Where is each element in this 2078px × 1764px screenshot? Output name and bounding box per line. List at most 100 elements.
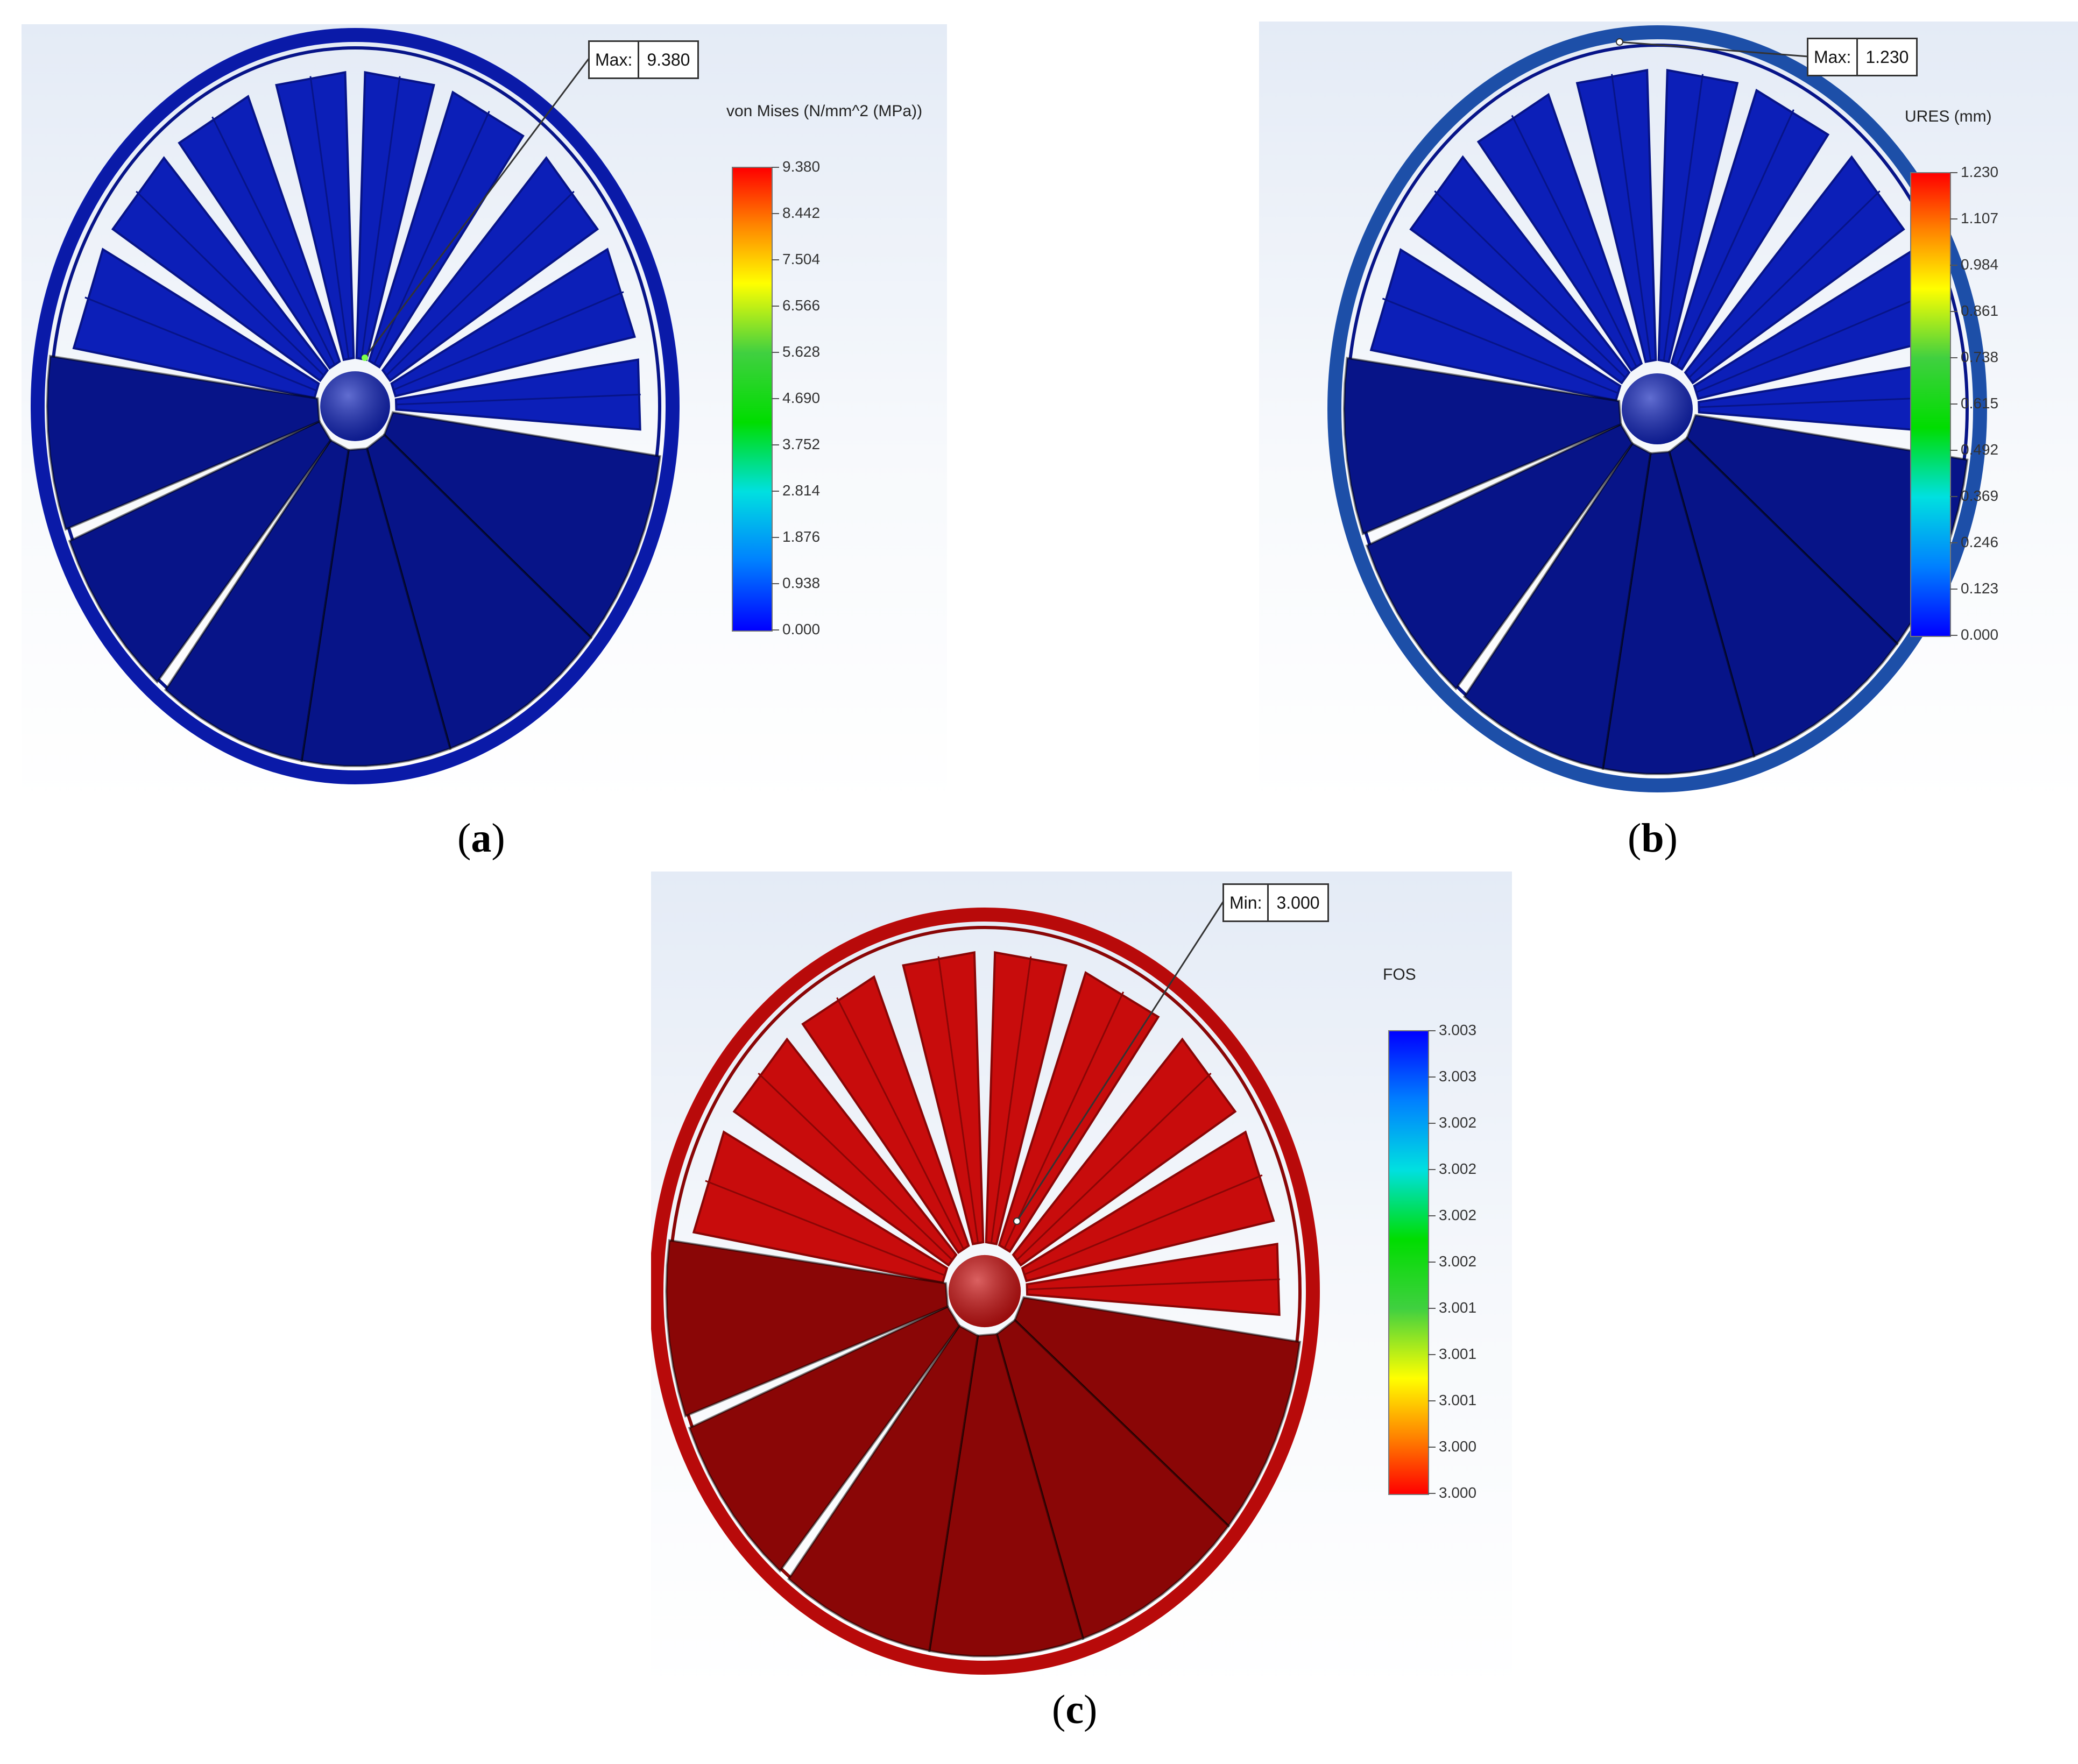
outer-rim xyxy=(1327,25,1987,792)
callout-key: Max: xyxy=(1808,39,1858,75)
legend-tick-mark xyxy=(772,167,779,168)
legend-tick-label: 0.000 xyxy=(782,621,821,637)
legend-tick-label: 1.876 xyxy=(782,528,821,545)
legend-title: von Mises (N/mm^2 (MPa)) xyxy=(726,102,923,120)
upper-blade xyxy=(985,951,1068,1245)
upper-blade xyxy=(998,970,1160,1253)
max-value-callout: Max: 1.230 xyxy=(1807,38,1918,76)
lower-blade xyxy=(164,438,350,762)
legend-tick-label: 6.566 xyxy=(782,297,821,314)
blade-crease xyxy=(1699,396,1948,408)
callout-key: Min: xyxy=(1224,885,1269,920)
legend-tick-mark xyxy=(1428,1354,1436,1355)
legend-tick-label: 3.002 xyxy=(1439,1114,1477,1131)
legend-tick-label: 0.738 xyxy=(1961,349,1999,365)
legend-tick-label: 1.107 xyxy=(1961,210,1999,226)
legend-tick-mark xyxy=(772,491,779,492)
legend-title: URES (mm) xyxy=(1905,108,1992,125)
callout-anchor-dot xyxy=(362,355,368,361)
legend-tick-mark xyxy=(772,629,779,630)
upper-blade xyxy=(1409,155,1631,385)
callout-anchor-dot xyxy=(1013,1217,1021,1225)
blade-crease xyxy=(1663,74,1704,361)
caption-a: (a) xyxy=(457,816,505,861)
legend-tick-mark xyxy=(1950,311,1957,312)
legend-tick-mark xyxy=(1950,542,1957,543)
wheel-model xyxy=(31,28,680,784)
blade-crease xyxy=(393,291,624,391)
blade-crease xyxy=(373,111,490,364)
upper-blade xyxy=(72,247,320,399)
upper-blade xyxy=(367,90,525,369)
viewport-background xyxy=(22,24,947,807)
legend-tick-mark xyxy=(1428,1493,1436,1494)
upper-blade xyxy=(394,358,641,431)
legend-tick-label: 9.380 xyxy=(782,158,821,175)
blade-crease xyxy=(1696,292,1931,393)
upper-blade xyxy=(1670,88,1830,371)
legend-title: FOS xyxy=(1383,966,1416,983)
callout-leader-line xyxy=(364,58,590,358)
upper-blade xyxy=(275,70,355,362)
blade-crease xyxy=(396,393,641,406)
wheel-model xyxy=(651,908,1320,1675)
outer-rim xyxy=(31,28,680,784)
legend-tick-label: 0.246 xyxy=(1961,534,1999,550)
legend-tick-mark xyxy=(1950,172,1957,173)
legend-tick-label: 8.442 xyxy=(782,204,821,221)
legend-tick-mark xyxy=(772,537,779,538)
legend-tick-label: 0.123 xyxy=(1961,580,1999,597)
upper-blade xyxy=(390,247,636,398)
legend-tick-label: 0.615 xyxy=(1961,395,1999,412)
legend-tick-mark xyxy=(772,352,779,353)
lower-blade xyxy=(1342,357,1622,535)
viewport-background xyxy=(651,872,1512,1695)
legend-tick-mark xyxy=(772,259,779,260)
legend-tick-label: 7.504 xyxy=(782,251,821,267)
callout-leader-line xyxy=(1016,901,1225,1222)
upper-blade xyxy=(732,1037,958,1267)
panel-b-displacement: Max: 1.230 URES (mm) 1.230 1.107 0.984 0.86… xyxy=(1232,0,2078,807)
legend-tick-label: 2.814 xyxy=(782,482,821,499)
blade-crease xyxy=(361,76,401,359)
legend-tick-label: 3.003 xyxy=(1439,1022,1477,1038)
upper-blade xyxy=(1575,68,1657,363)
upper-blade xyxy=(1657,68,1739,363)
legend-tick-mark xyxy=(1428,1262,1436,1263)
lower-blade xyxy=(787,1324,979,1653)
callout-anchor-dot xyxy=(1616,38,1623,46)
callout-value: 1.230 xyxy=(1865,47,1909,67)
legend-tick-mark xyxy=(1950,635,1957,636)
legend-tick-label: 0.861 xyxy=(1961,302,1999,319)
blade-crease xyxy=(836,997,964,1249)
upper-blade xyxy=(1012,1037,1237,1267)
hub-shading xyxy=(320,371,390,441)
lower-blade xyxy=(1365,423,1634,691)
wheel-model xyxy=(1327,25,1987,792)
blade-crease xyxy=(1511,115,1637,367)
upper-blade xyxy=(1026,1242,1281,1316)
upper-blade xyxy=(178,95,341,370)
legend-tick-label: 4.690 xyxy=(782,389,821,406)
legend-tick-mark xyxy=(772,306,779,307)
panel-c-factor-of-safety: Min: 3.000 FOS 3.003 3.003 3.002 3.002 3.002… xyxy=(651,872,1512,1695)
caption-c: (c) xyxy=(1052,1687,1098,1732)
blade-crease xyxy=(937,956,979,1243)
legend-tick-mark xyxy=(772,583,779,584)
legend-tick-label: 3.002 xyxy=(1439,1207,1477,1223)
upper-blade xyxy=(692,1130,949,1284)
blade-crease xyxy=(211,116,335,365)
panel-a-von-mises: Max: 9.380 von Mises (N/mm^2 (MPa)) 9.38… xyxy=(0,0,947,807)
blade-crease xyxy=(1027,1278,1280,1291)
blade-crease xyxy=(705,1180,945,1276)
lower-blade xyxy=(665,1239,949,1418)
lower-blade xyxy=(688,1305,961,1573)
viewport-background xyxy=(1259,22,2078,807)
blade-crease xyxy=(84,296,317,392)
blade-crease xyxy=(309,76,350,359)
callout-value: 3.000 xyxy=(1276,892,1320,912)
legend-tick-mark xyxy=(772,398,779,399)
caption-b: (b) xyxy=(1628,816,1678,861)
legend-tick-mark xyxy=(1950,450,1957,451)
blade-crease xyxy=(758,1072,953,1260)
